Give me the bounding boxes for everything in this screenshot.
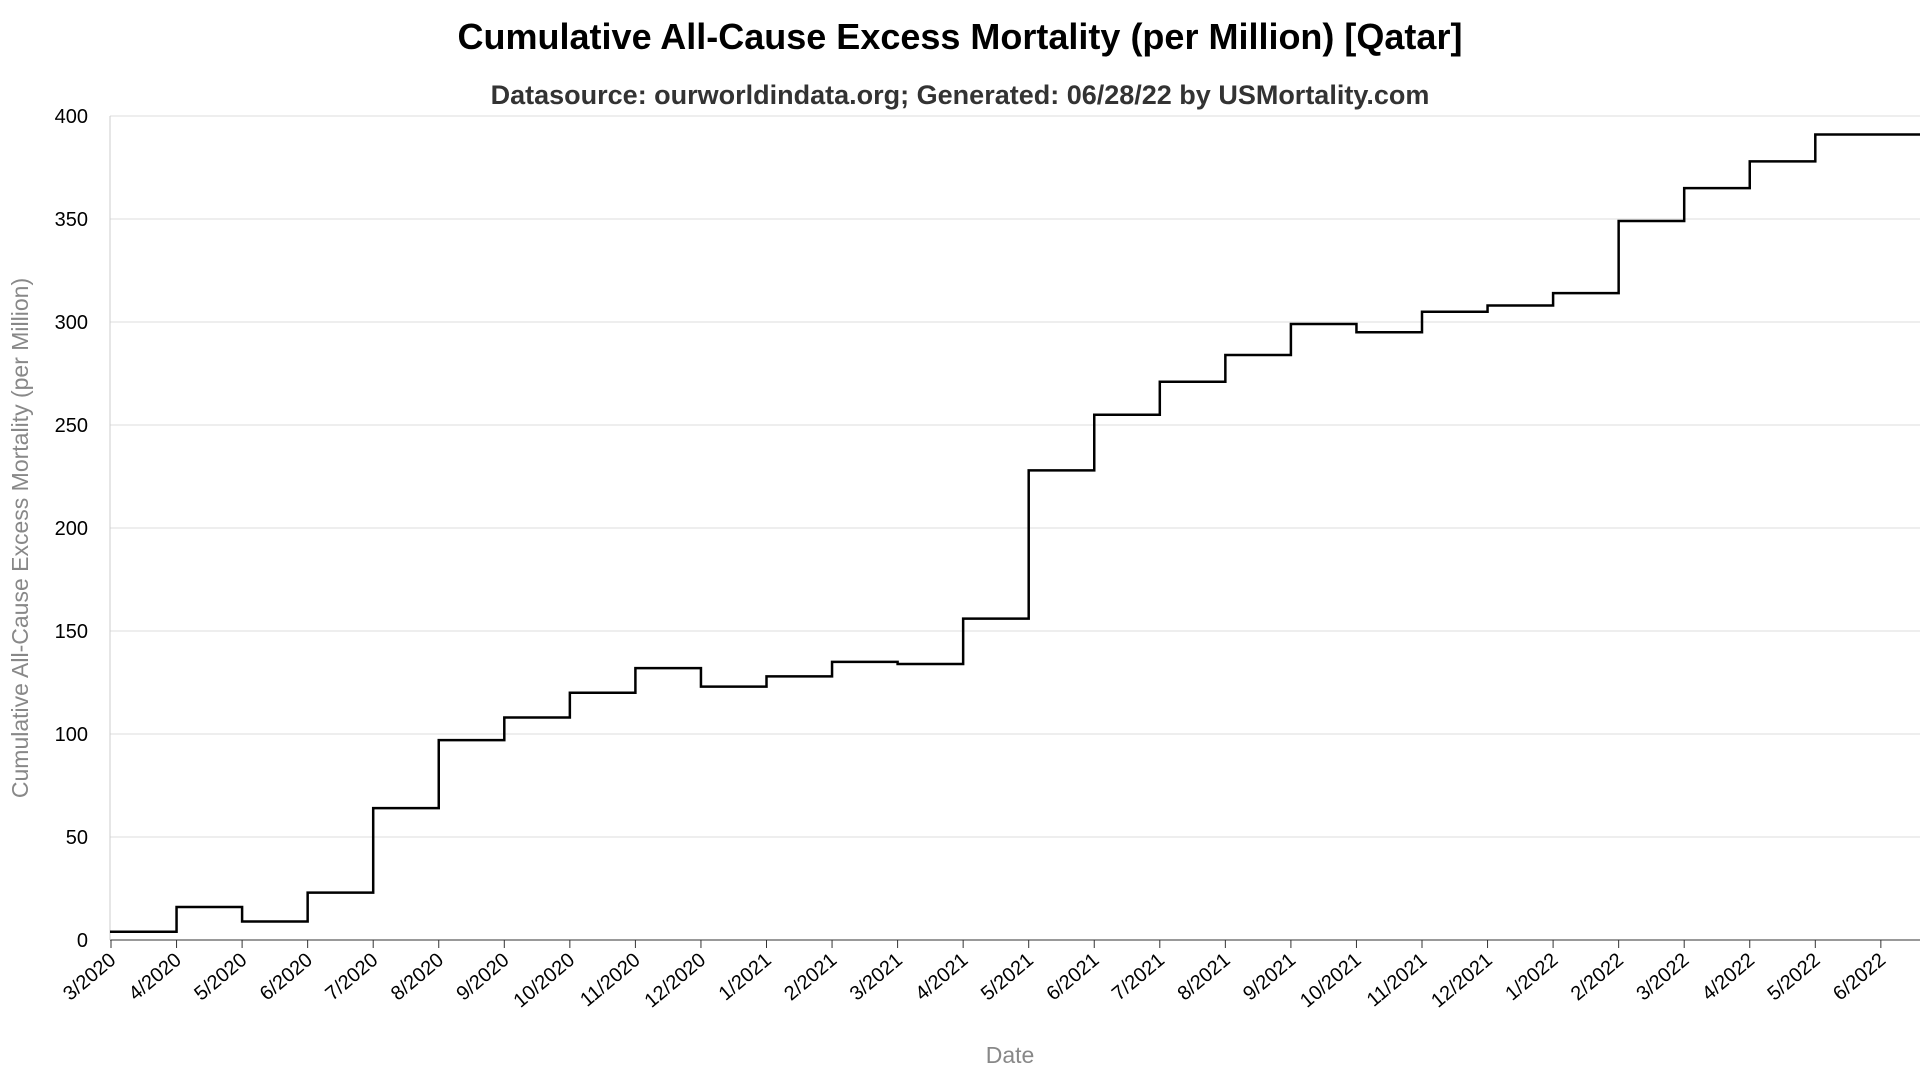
x-tick-label: 3/2021 bbox=[846, 949, 907, 1005]
x-tick-label: 1/2021 bbox=[715, 949, 776, 1005]
x-tick-label: 3/2022 bbox=[1632, 949, 1693, 1005]
x-tick-label: 2/2022 bbox=[1567, 949, 1628, 1005]
x-tick-label: 8/2020 bbox=[387, 949, 448, 1005]
x-tick-label: 4/2020 bbox=[125, 949, 186, 1005]
x-tick-label: 6/2020 bbox=[256, 949, 317, 1005]
x-tick-label: 12/2020 bbox=[641, 949, 711, 1012]
x-tick-label: 8/2021 bbox=[1174, 949, 1235, 1005]
y-axis-ticks: 0 50 100 150 200 250 300 350 400 bbox=[55, 106, 88, 952]
x-tick-label: 9/2020 bbox=[453, 949, 514, 1005]
x-tick-label: 7/2020 bbox=[321, 949, 382, 1005]
chart-title: Cumulative All-Cause Excess Mortality (p… bbox=[457, 16, 1463, 57]
x-tick-label: 11/2020 bbox=[576, 949, 644, 1011]
x-tick-label: 12/2021 bbox=[1427, 949, 1497, 1012]
x-tick-label: 10/2021 bbox=[1296, 949, 1366, 1012]
y-tick-label: 350 bbox=[55, 209, 88, 231]
x-tick-label: 5/2022 bbox=[1764, 949, 1825, 1005]
x-tick-label: 5/2021 bbox=[977, 949, 1038, 1005]
x-tick-label: 3/2020 bbox=[59, 949, 120, 1005]
x-tick-label: 6/2022 bbox=[1829, 949, 1890, 1005]
y-tick-label: 50 bbox=[66, 827, 88, 849]
x-tick-label: 11/2021 bbox=[1363, 949, 1431, 1011]
y-tick-label: 100 bbox=[55, 724, 88, 746]
x-tick-label: 6/2021 bbox=[1042, 949, 1103, 1005]
x-tick-label: 2/2021 bbox=[780, 949, 841, 1005]
x-tick-label: 4/2021 bbox=[911, 949, 972, 1005]
x-tick-label: 10/2020 bbox=[510, 949, 580, 1012]
y-tick-label: 150 bbox=[55, 621, 88, 643]
x-tick-label: 1/2022 bbox=[1501, 949, 1562, 1005]
y-tick-label: 250 bbox=[55, 415, 88, 437]
y-tick-label: 400 bbox=[55, 106, 88, 128]
y-tick-label: 300 bbox=[55, 312, 88, 334]
x-tick-label: 4/2022 bbox=[1698, 949, 1759, 1005]
y-tick-label: 200 bbox=[55, 518, 88, 540]
y-tick-label: 0 bbox=[77, 930, 88, 952]
x-axis-label: Date bbox=[986, 1042, 1035, 1068]
x-axis-ticks: 3/2020 4/2020 5/2020 6/2020 7/2020 8/2020 9/20… bbox=[59, 940, 1890, 1012]
x-tick-label: 7/2021 bbox=[1108, 949, 1169, 1005]
x-tick-label: 5/2020 bbox=[190, 949, 251, 1005]
chart-subtitle: Datasource: ourworldindata.org; Generate… bbox=[490, 80, 1430, 110]
y-axis-label: Cumulative All-Cause Excess Mortality (p… bbox=[7, 278, 33, 798]
gridlines bbox=[110, 115, 1920, 941]
series-line bbox=[110, 133, 1920, 934]
x-tick-label: 9/2021 bbox=[1239, 949, 1300, 1005]
